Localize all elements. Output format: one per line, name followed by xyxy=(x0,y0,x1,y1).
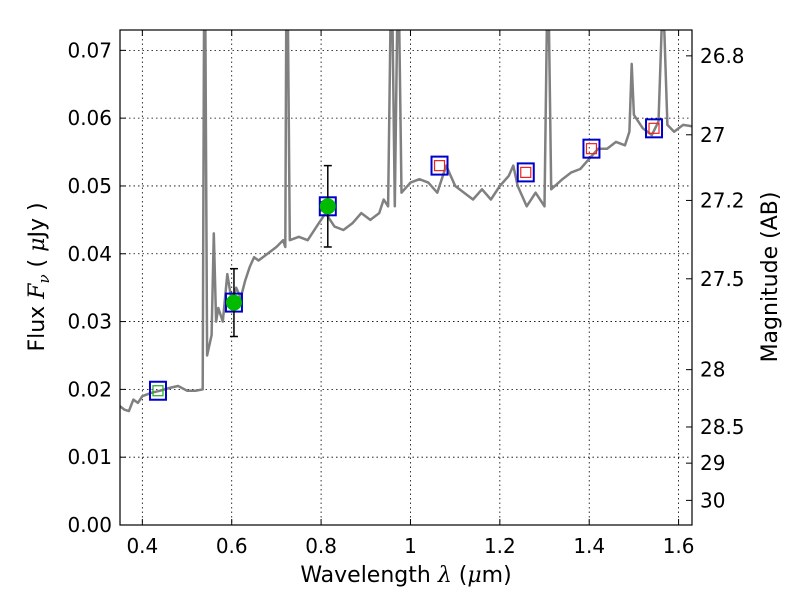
y-tick-label: 0.06 xyxy=(67,106,112,130)
model-point-box xyxy=(516,162,535,183)
model-point-box xyxy=(148,380,167,401)
x-tick-label: 1.2 xyxy=(484,534,516,558)
y-tick-label: 0.00 xyxy=(67,513,112,537)
model-point-inner xyxy=(648,122,660,134)
xlabel-suffix-open: ( xyxy=(452,563,468,588)
x-tick-label: 0.6 xyxy=(216,534,248,558)
mag-tick-label: 26.8 xyxy=(700,44,745,68)
ylabel-unit-rest: Jy ) xyxy=(25,202,50,239)
axis-ticks: 0.4 0.6 0.8 1 1.2 1.4 1.6 0.00 0.01 0.02 0.03 0.04 0… xyxy=(67,30,745,558)
mag-tick-label: 27.5 xyxy=(700,267,745,291)
observed-point xyxy=(319,198,336,215)
ylabel-prefix: Flux xyxy=(25,299,50,352)
x-tick-label: 0.4 xyxy=(126,534,158,558)
mag-tick-label: 27 xyxy=(700,123,725,147)
model-point-box xyxy=(582,138,601,159)
mag-tick-label: 28.5 xyxy=(700,415,745,439)
model-point-inner xyxy=(520,166,532,178)
x-axis-label: Wavelength λ (μm) xyxy=(300,563,511,588)
mag-tick-label: 29 xyxy=(700,451,725,475)
observed-points xyxy=(225,164,336,338)
observed-point xyxy=(225,294,242,311)
y-tick-label: 0.03 xyxy=(67,310,112,334)
ylabel-sub: ν xyxy=(35,274,53,283)
xlabel-symbol: λ xyxy=(437,563,452,588)
mag-tick-label: 28 xyxy=(700,358,725,382)
x-tick-label: 1 xyxy=(404,534,417,558)
xlabel-unit-rest: m) xyxy=(482,563,512,588)
model-point-inner xyxy=(585,143,598,155)
model-point-box xyxy=(645,118,664,139)
x-tick-label: 0.8 xyxy=(305,534,337,558)
xlabel-prefix: Wavelength xyxy=(300,563,438,588)
x-tick-label: 1.6 xyxy=(663,534,695,558)
y2-axis-label: Magnitude (AB) xyxy=(758,192,783,363)
model-point-box xyxy=(430,155,449,176)
ylabel-suffix-open: ( xyxy=(25,252,50,275)
y-axis-label: Flux Fν ( μJy ) xyxy=(25,202,53,351)
ylabel-symbol: F xyxy=(25,283,50,300)
mag-tick-label: 30 xyxy=(700,488,725,512)
mag-tick-label: 27.2 xyxy=(700,188,745,212)
y-tick-label: 0.02 xyxy=(67,377,112,401)
y-tick-label: 0.01 xyxy=(67,445,112,469)
model-point-inner xyxy=(152,385,164,397)
y-tick-label: 0.04 xyxy=(67,242,112,266)
model-point-inner xyxy=(433,160,446,172)
ylabel-unit-mu: μ xyxy=(25,238,50,252)
plot-frame xyxy=(119,29,693,526)
y-tick-label: 0.05 xyxy=(67,174,112,198)
x-tick-label: 1.4 xyxy=(573,534,605,558)
xlabel-unit-mu: μ xyxy=(467,563,481,588)
y-tick-label: 0.07 xyxy=(67,38,112,62)
